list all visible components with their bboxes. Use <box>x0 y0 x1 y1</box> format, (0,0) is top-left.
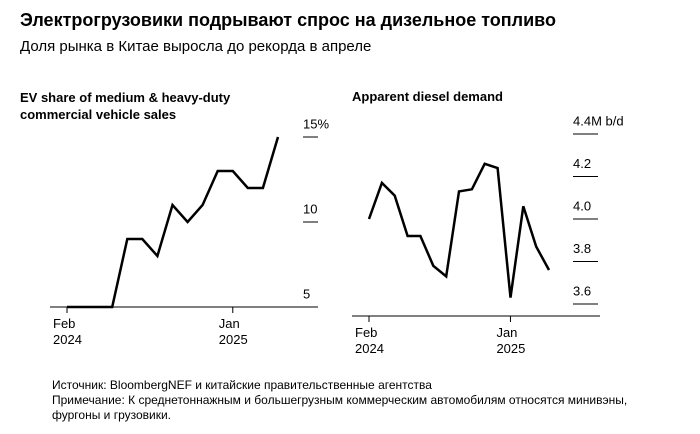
chart-title: Apparent diesel demand <box>352 89 503 104</box>
line <box>367 162 551 298</box>
y-tick-label: 15% <box>303 116 329 131</box>
note: Примечание: К среднетоннажным и большегр… <box>52 393 628 422</box>
x-tick-label: Jan 2025 <box>496 325 526 356</box>
footer: Источник: BloombergNEF и китайские прави… <box>52 378 672 423</box>
y-tick-label: 5 <box>303 286 310 301</box>
y-tick-label: 4.0 <box>573 198 591 213</box>
line <box>67 136 280 309</box>
x-tick-label: Feb 2024 <box>53 316 82 347</box>
source: Источник: BloombergNEF и китайские прави… <box>52 378 432 392</box>
x-tick-label: Feb 2024 <box>355 325 384 356</box>
y-tick-label: 4.2 <box>573 156 591 171</box>
chart-title: EV share of medium & heavy-duty commerci… <box>20 90 231 122</box>
y-tick-label: 10 <box>303 201 317 216</box>
y-tick-label: 3.6 <box>573 283 591 298</box>
x-tick-label: Jan 2025 <box>218 316 248 347</box>
y-tick-label: 3.8 <box>573 241 591 256</box>
subtitle: Доля рынка в Китае выросла до рекорда в … <box>20 38 372 55</box>
y-tick-label: 4.4M b/d <box>573 113 624 128</box>
title: Электрогрузовики подрывают спрос на дизе… <box>20 10 557 30</box>
